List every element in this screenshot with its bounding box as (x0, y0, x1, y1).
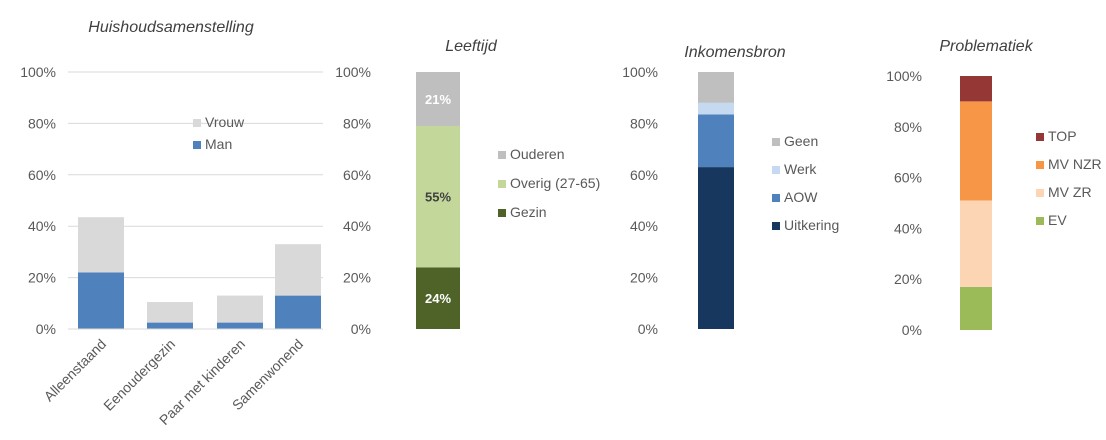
y-tick-label: 100% (886, 68, 922, 84)
bar-segment (698, 103, 734, 115)
legend-swatch (1036, 161, 1044, 169)
bar-segment (698, 114, 734, 167)
y-tick-label: 0% (902, 322, 922, 338)
legend-swatch (1036, 217, 1044, 225)
y-tick-label: 40% (28, 218, 56, 234)
bar-segment (960, 200, 992, 286)
y-tick-label: 80% (630, 115, 658, 131)
legend-label: Ouderen (510, 146, 564, 162)
bar-segment (217, 323, 263, 329)
y-tick-label: 80% (28, 115, 56, 131)
y-tick-label: 0% (36, 321, 56, 337)
legend-label: AOW (784, 189, 818, 205)
y-tick-label: 60% (630, 167, 658, 183)
legend-swatch (772, 194, 780, 202)
legend-swatch (1036, 189, 1044, 197)
legend-label: MV NZR (1048, 156, 1102, 172)
legend-label: Overig (27-65) (510, 175, 600, 191)
chart-title: Leeftijd (445, 38, 498, 55)
bar-segment (147, 302, 193, 323)
bar-segment (275, 296, 321, 329)
y-tick-label: 40% (343, 218, 371, 234)
y-tick-label: 80% (343, 115, 371, 131)
chart-title: Huishoudsamenstelling (88, 19, 254, 36)
legend-swatch (498, 151, 506, 159)
data-label: 24% (425, 291, 451, 306)
legend-swatch (498, 209, 506, 217)
y-tick-label: 80% (894, 119, 922, 135)
legend-swatch (772, 166, 780, 174)
chart-title: Problematiek (939, 38, 1033, 55)
bar-segment (275, 244, 321, 295)
y-tick-label: 20% (630, 270, 658, 286)
x-category-label: Alleenstaand (41, 336, 110, 405)
legend-swatch (1036, 133, 1044, 141)
y-tick-label: 60% (343, 167, 371, 183)
y-tick-label: 20% (28, 270, 56, 286)
y-tick-label: 20% (894, 271, 922, 287)
y-tick-label: 60% (28, 167, 56, 183)
data-label: 55% (425, 190, 451, 205)
bar-segment (78, 217, 124, 272)
x-category-label: Eenoudergezin (100, 336, 178, 414)
bar-segment (217, 296, 263, 323)
legend-label: Man (205, 136, 232, 152)
legend-label: Gezin (510, 204, 547, 220)
y-tick-label: 40% (630, 218, 658, 234)
y-tick-label: 100% (622, 64, 658, 80)
bar-segment (960, 287, 992, 330)
legend-swatch (498, 180, 506, 188)
bar-segment (960, 101, 992, 200)
bar-segment (698, 72, 734, 103)
legend-label: TOP (1048, 128, 1077, 144)
legend-swatch (772, 138, 780, 146)
legend-label: MV ZR (1048, 184, 1092, 200)
legend-label: Werk (784, 161, 817, 177)
bar-segment (78, 272, 124, 329)
bar-segment (960, 76, 992, 101)
y-tick-label: 40% (894, 220, 922, 236)
y-tick-label: 0% (638, 321, 658, 337)
bar-segment (147, 323, 193, 329)
legend-swatch (193, 119, 201, 127)
y-tick-label: 20% (343, 270, 371, 286)
y-tick-label: 60% (894, 170, 922, 186)
data-label: 21% (425, 92, 451, 107)
legend-swatch (193, 141, 201, 149)
legend-label: Vrouw (205, 114, 245, 130)
legend-label: Geen (784, 133, 818, 149)
y-tick-label: 100% (20, 64, 56, 80)
legend-swatch (772, 222, 780, 230)
bar-segment (698, 167, 734, 329)
chart-title: Inkomensbron (684, 44, 785, 61)
y-tick-label: 0% (351, 321, 371, 337)
legend-label: EV (1048, 212, 1067, 228)
legend-label: Uitkering (784, 217, 839, 233)
y-tick-label: 100% (335, 64, 371, 80)
